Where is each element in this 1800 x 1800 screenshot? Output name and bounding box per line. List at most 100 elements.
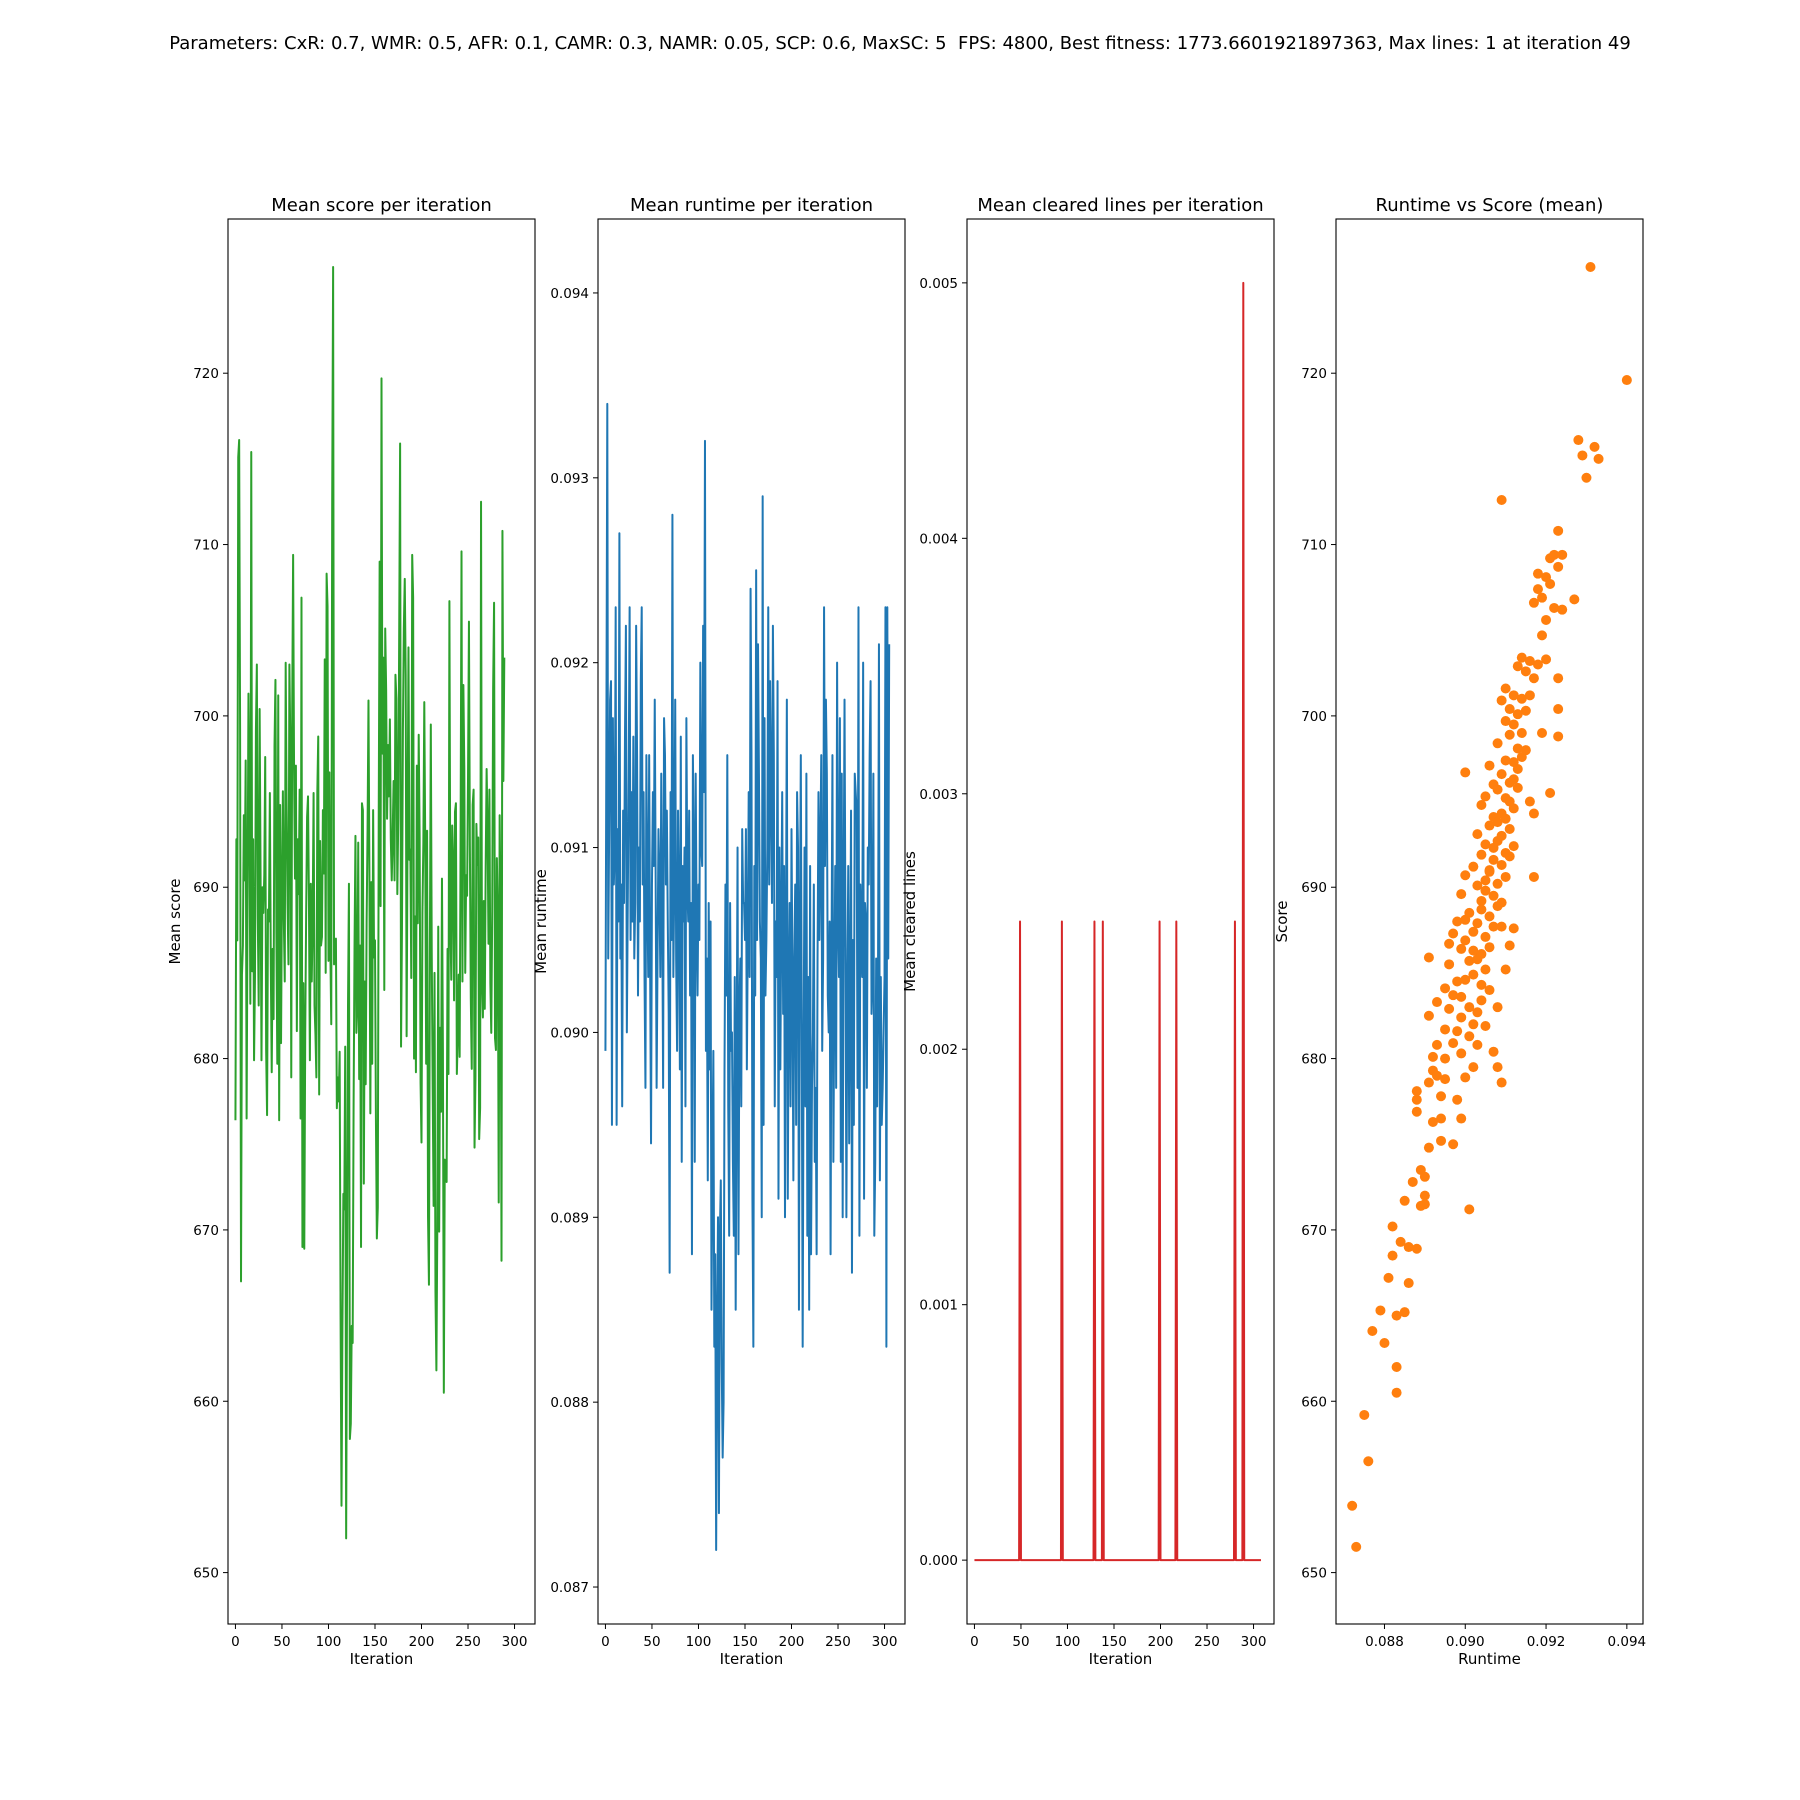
scatter-point bbox=[1524, 656, 1535, 667]
scatter-point bbox=[1476, 995, 1487, 1006]
scatter-point bbox=[1512, 764, 1523, 775]
y-tick-label: 0.093 bbox=[550, 471, 589, 487]
y-axis-label: Mean score bbox=[166, 879, 184, 965]
x-tick-label: 100 bbox=[1055, 1634, 1081, 1650]
scatter-point bbox=[1387, 1250, 1398, 1261]
x-tick-label: 150 bbox=[1101, 1634, 1127, 1650]
scatter-point bbox=[1512, 782, 1523, 793]
scatter-point bbox=[1549, 602, 1560, 613]
x-tick-label: 50 bbox=[273, 1634, 290, 1650]
scatter-point bbox=[1500, 964, 1511, 975]
x-axis-label: Runtime bbox=[1458, 1650, 1521, 1668]
scatter-point bbox=[1504, 823, 1515, 834]
scatter-point bbox=[1524, 690, 1535, 701]
scatter-point bbox=[1444, 959, 1455, 970]
x-tick-label: 150 bbox=[732, 1634, 758, 1650]
y-axis-label: Mean cleared lines bbox=[901, 851, 919, 992]
y-axis-label: Score bbox=[1273, 900, 1291, 942]
scatter-point bbox=[1359, 1409, 1370, 1420]
scatter-point bbox=[1476, 904, 1487, 915]
panel-mean-cleared-lines: Mean cleared lines per iteration Iterati… bbox=[901, 195, 1275, 1668]
scatter-point bbox=[1500, 813, 1511, 824]
scatter-point bbox=[1403, 1242, 1414, 1253]
scatter-point bbox=[1464, 907, 1475, 918]
scatter-point bbox=[1488, 921, 1499, 932]
scatter-point bbox=[1484, 911, 1495, 922]
scatter-point bbox=[1553, 561, 1564, 572]
x-tick-label: 0.090 bbox=[1446, 1634, 1485, 1650]
y-tick-label: 700 bbox=[193, 709, 219, 725]
plot-frame bbox=[966, 218, 1275, 1625]
scatter-point bbox=[1496, 1077, 1507, 1088]
scatter-point bbox=[1488, 1046, 1499, 1057]
y-tick-label: 0.094 bbox=[550, 286, 589, 302]
scatter-point bbox=[1553, 731, 1564, 742]
y-tick-label: 660 bbox=[1301, 1394, 1327, 1410]
scatter-point bbox=[1569, 594, 1580, 605]
scatter-point bbox=[1399, 1307, 1410, 1318]
scatter-point bbox=[1464, 1002, 1475, 1013]
scatter-point bbox=[1492, 1002, 1503, 1013]
scatter-point bbox=[1407, 1176, 1418, 1187]
y-tick-label: 0.088 bbox=[550, 1395, 589, 1411]
scatter-point bbox=[1456, 1113, 1467, 1124]
scatter-point bbox=[1500, 871, 1511, 882]
scatter-point bbox=[1448, 1038, 1459, 1049]
scatter-point bbox=[1460, 974, 1471, 985]
scatter-point bbox=[1553, 704, 1564, 715]
panel-title: Mean cleared lines per iteration bbox=[977, 195, 1263, 216]
scatter-point bbox=[1480, 964, 1491, 975]
scatter-point bbox=[1557, 549, 1568, 560]
scatter-point bbox=[1419, 1190, 1430, 1201]
scatter-point bbox=[1436, 1113, 1447, 1124]
panel-mean-score: Mean score per iteration Iteration Mean … bbox=[166, 195, 536, 1668]
scatter-point bbox=[1520, 745, 1531, 756]
scatter-point bbox=[1500, 716, 1511, 727]
scatter-point bbox=[1480, 839, 1491, 850]
scatter-point bbox=[1460, 935, 1471, 946]
scatter-point bbox=[1440, 1024, 1451, 1035]
scatter-point bbox=[1480, 885, 1491, 896]
scatter-point bbox=[1460, 870, 1471, 881]
scatter-point bbox=[1411, 1243, 1422, 1254]
scatter-point bbox=[1545, 787, 1556, 798]
scatter-point bbox=[1468, 969, 1479, 980]
scatter-point bbox=[1472, 829, 1483, 840]
scatter-point bbox=[1476, 799, 1487, 810]
scatter-point bbox=[1436, 1135, 1447, 1146]
scatter-point bbox=[1440, 983, 1451, 994]
x-tick-label: 0 bbox=[601, 1634, 610, 1650]
y-tick-label: 690 bbox=[193, 880, 219, 896]
y-tick-label: 0.003 bbox=[919, 787, 958, 803]
scatter-point bbox=[1391, 1361, 1402, 1372]
scatter-point bbox=[1528, 597, 1539, 608]
scatter-point bbox=[1431, 997, 1442, 1008]
x-axis-label: Iteration bbox=[720, 1650, 784, 1668]
y-tick-label: 710 bbox=[1301, 538, 1327, 554]
y-tick-label: 0.091 bbox=[550, 841, 589, 857]
scatter-point bbox=[1468, 926, 1479, 937]
scatter-point bbox=[1431, 1070, 1442, 1081]
x-axis-label: Iteration bbox=[350, 1650, 414, 1668]
y-tick-label: 0.089 bbox=[550, 1210, 589, 1226]
x-tick-label: 200 bbox=[1148, 1634, 1174, 1650]
scatter-point bbox=[1464, 1031, 1475, 1042]
y-tick-label: 720 bbox=[1301, 366, 1327, 382]
panel-title: Runtime vs Score (mean) bbox=[1376, 195, 1604, 216]
scatter-point bbox=[1484, 820, 1495, 831]
series-line-score bbox=[234, 265, 506, 1540]
scatter-point bbox=[1512, 743, 1523, 754]
scatter-point bbox=[1452, 916, 1463, 927]
scatter-point bbox=[1363, 1456, 1374, 1467]
scatter-point bbox=[1440, 1074, 1451, 1085]
plot-frame bbox=[597, 218, 906, 1625]
scatter-point bbox=[1581, 472, 1592, 483]
y-tick-label: 650 bbox=[193, 1566, 219, 1582]
y-tick-label: 0.000 bbox=[919, 1553, 958, 1569]
scatter-point bbox=[1484, 985, 1495, 996]
scatter-point bbox=[1423, 1142, 1434, 1153]
scatter-point bbox=[1496, 769, 1507, 780]
scatter-point bbox=[1589, 441, 1600, 452]
scatter-point bbox=[1496, 695, 1507, 706]
